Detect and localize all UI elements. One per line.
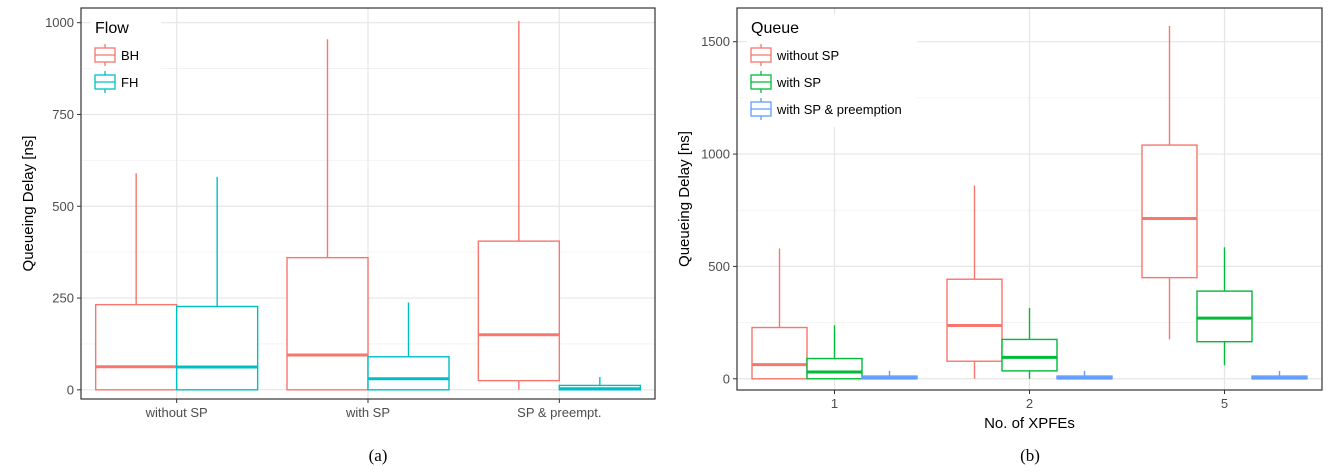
y-tick-label: 250 <box>52 291 74 306</box>
legend-key-with-sp <box>750 71 772 93</box>
box-body <box>367 356 450 391</box>
x-tick-label: without SP <box>145 405 208 420</box>
x-tick-label: with SP <box>345 405 390 420</box>
y-tick-label: 0 <box>67 382 74 397</box>
y-tick-label: 750 <box>52 107 74 122</box>
box-body <box>1141 144 1198 279</box>
legend-key-without-sp <box>750 44 772 66</box>
legend-label: BH <box>121 48 139 63</box>
box-body <box>1001 338 1058 372</box>
y-tick-label: 500 <box>708 259 730 274</box>
box-bh-0 <box>94 173 178 391</box>
legend: Queue without SP with SP with SP & preempti… <box>747 14 917 127</box>
box-fh-0 <box>175 176 259 391</box>
x-tick-label: 5 <box>1221 396 1228 411</box>
legend-label: without SP <box>776 48 839 63</box>
caption-b: (b) <box>1020 446 1040 465</box>
x-tick-label: 2 <box>1026 396 1033 411</box>
y-tick-label: 1000 <box>45 15 74 30</box>
legend-key-bh <box>94 44 116 66</box>
box-body <box>175 305 259 391</box>
box-with-sp-0 <box>806 325 863 380</box>
box-body <box>1196 290 1253 343</box>
box-bh-2 <box>477 20 561 390</box>
y-tick-label: 500 <box>52 199 74 214</box>
box-with-sp-preemption-0 <box>861 370 918 380</box>
box-with-sp-preemption-2 <box>1251 370 1308 380</box>
legend-key-with-sp-preemption <box>750 98 772 120</box>
y-tick-label: 1500 <box>701 34 730 49</box>
legend-label: with SP & preemption <box>776 102 902 117</box>
box-with-sp-1 <box>1001 307 1058 379</box>
y-axis-title: Queueing Delay [ns] <box>20 136 37 272</box>
x-axis-title: No. of XPFEs <box>984 415 1075 432</box>
legend-label: FH <box>121 75 138 90</box>
box-body <box>751 326 808 380</box>
legend-label: with SP <box>776 75 821 90</box>
box-body <box>94 303 178 391</box>
caption-a: (a) <box>368 446 388 465</box>
chart-panel-b: 0 500 1000 1500 1 2 5 Queueing Delay [ns] No. of… <box>676 7 1323 432</box>
y-tick-label: 1000 <box>701 147 730 162</box>
legend-title: Flow <box>95 20 129 37</box>
box-without-sp-1 <box>946 185 1003 379</box>
box-body <box>946 278 1003 362</box>
box-body <box>806 357 863 380</box>
box-with-sp-2 <box>1196 247 1253 366</box>
box-with-sp-preemption-1 <box>1056 370 1113 380</box>
y-axis-title: Queueing Delay [ns] <box>676 131 693 267</box>
box-bh-1 <box>286 39 369 391</box>
box-fh-2 <box>558 376 642 391</box>
legend-key-fh <box>94 71 116 93</box>
box-body <box>477 240 561 382</box>
box-fh-1 <box>367 302 450 391</box>
legend: Flow BH FH <box>91 14 161 100</box>
box-without-sp-0 <box>751 248 808 380</box>
box-without-sp-2 <box>1141 25 1198 340</box>
box-body <box>286 256 369 391</box>
legend-title: Queue <box>751 20 799 37</box>
chart-panel-a: 0 250 500 750 1000 without SP with SP SP & pree… <box>20 7 656 420</box>
legend-background <box>747 14 917 127</box>
x-tick-label: 1 <box>831 396 838 411</box>
x-tick-label: SP & preempt. <box>517 405 601 420</box>
y-tick-label: 0 <box>723 371 730 386</box>
